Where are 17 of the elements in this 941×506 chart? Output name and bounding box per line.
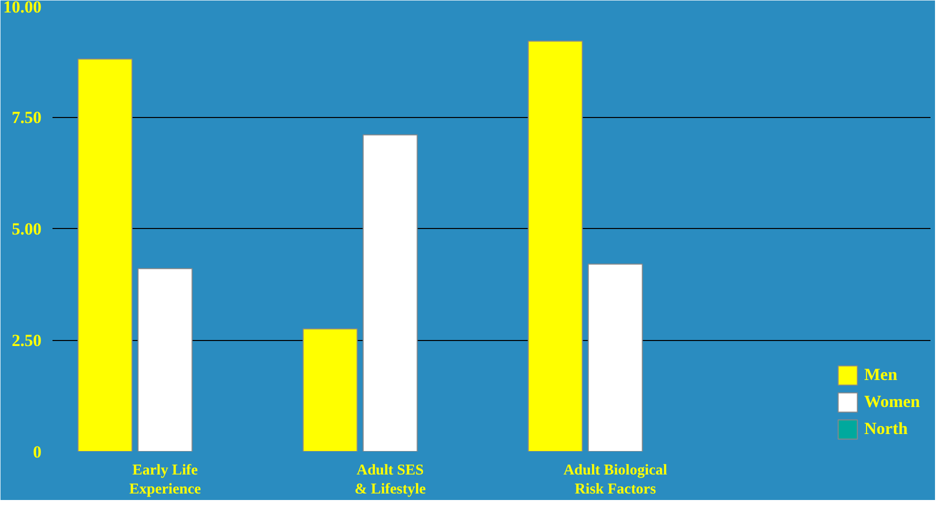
y-tick-label: 5.00 — [12, 220, 42, 238]
bar — [302, 328, 358, 452]
y-tick-label: 7.50 — [12, 108, 42, 127]
x-tick-label: Adult Biological Risk Factors — [563, 462, 668, 498]
bar — [138, 268, 193, 452]
y-tick-label: 0 — [33, 442, 42, 462]
x-tick-label: Early Life Experience — [129, 462, 202, 498]
x-tick-label: Adult SES & Lifestyle — [354, 462, 426, 498]
y-tick-label: 2.50 — [12, 331, 42, 350]
legend-label: Men — [864, 365, 898, 385]
y-tick-label: 10.00 — [3, 0, 42, 16]
bar — [528, 40, 583, 452]
bar — [588, 264, 643, 452]
bar — [78, 58, 133, 452]
bar — [362, 134, 418, 452]
legend-label: North — [864, 419, 908, 439]
legend-label: Women — [864, 392, 920, 412]
